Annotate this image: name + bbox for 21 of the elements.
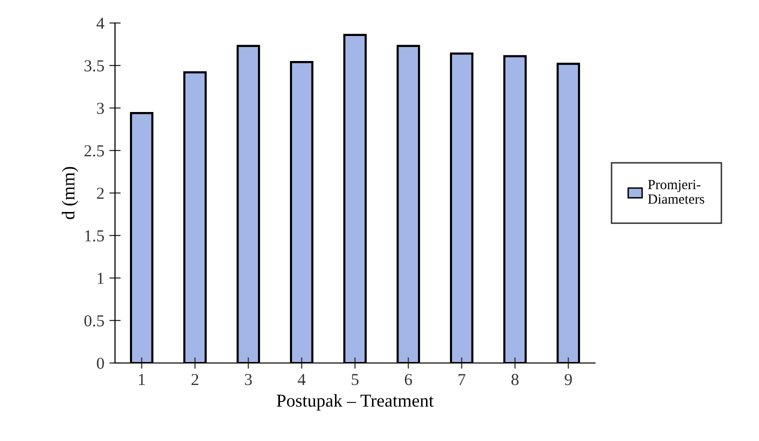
x-tick-label: 7 xyxy=(458,374,466,385)
x-axis-title: Postupak – Treatment xyxy=(276,394,434,410)
x-tick-label: 4 xyxy=(298,374,306,385)
x-tick-label: 3 xyxy=(244,374,252,386)
x-tick-label: 1 xyxy=(138,374,145,385)
x-tick-label: 6 xyxy=(404,374,412,386)
y-tick-label: 2.5 xyxy=(84,145,104,157)
y-tick-label: 2 xyxy=(96,188,104,199)
x-tick-label: 2 xyxy=(192,374,198,385)
x-tick-label: 9 xyxy=(564,374,572,386)
y-tick-label: 4 xyxy=(96,18,104,29)
y-axis-title: d (mm) xyxy=(62,166,78,220)
y-tick-label: 3 xyxy=(97,102,104,114)
x-tick-label: 5 xyxy=(352,374,359,386)
y-tick-label: 0.5 xyxy=(84,315,104,327)
legend-label: Promjeri- Diameters xyxy=(648,180,704,204)
y-tick-label: 0 xyxy=(96,358,104,369)
x-tick-label: 8 xyxy=(511,374,519,386)
y-tick-label: 3.5 xyxy=(84,60,104,72)
y-tick-label: 1.5 xyxy=(85,230,104,242)
y-tick-label: 1 xyxy=(98,272,104,284)
